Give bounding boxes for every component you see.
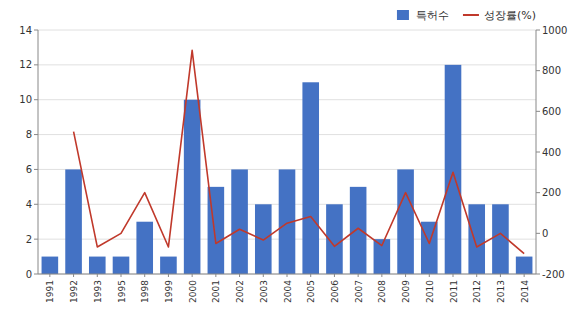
x-tick-label: 2014 — [520, 280, 530, 303]
y2-tick-label: 1000 — [542, 25, 567, 36]
bar — [65, 169, 82, 274]
y2-axis-line — [536, 30, 537, 274]
tick-mark — [34, 99, 38, 100]
x-tick-label: 1999 — [164, 280, 174, 303]
x-axis-line — [38, 274, 536, 275]
x-tick-label: 2004 — [283, 280, 293, 303]
grid-line — [38, 274, 536, 275]
bar — [42, 257, 59, 274]
bar — [445, 65, 462, 274]
tick-mark — [34, 239, 38, 240]
x-tick-label: 1992 — [69, 280, 79, 303]
tick-mark — [536, 233, 540, 234]
x-tick-label: 2010 — [425, 280, 435, 303]
y-tick-label: 0 — [26, 269, 32, 280]
tick-mark — [34, 169, 38, 170]
chart: 0 2 4 6 8 10 12 14 -200 0 200 400 600 800 1000 1991 1992… — [0, 0, 582, 314]
y-tick-label: 14 — [19, 25, 32, 36]
legend-label: 성장률(%) — [484, 9, 536, 22]
bar — [397, 169, 414, 274]
y2-tick-label: 800 — [542, 65, 561, 76]
bar — [350, 187, 367, 274]
plot-area — [42, 50, 533, 274]
y-tick-label: 2 — [26, 234, 32, 245]
y2-tick-label: 200 — [542, 187, 561, 198]
x-tick-label: 1995 — [117, 280, 127, 303]
legend-label: 특허수 — [416, 9, 449, 22]
legend-item: 특허수 — [397, 9, 449, 22]
x-tick-label: 2008 — [377, 280, 387, 303]
legend-swatch — [463, 14, 479, 16]
line — [74, 50, 525, 253]
x-tick-label: 2011 — [449, 280, 459, 303]
y2-tick-label: 600 — [542, 106, 561, 117]
legend: 특허수 성장률(%) — [397, 9, 536, 22]
y2-tick-label: 0 — [542, 228, 548, 239]
x-tick-label: 2009 — [401, 280, 411, 303]
tick-mark — [34, 134, 38, 135]
bar — [136, 222, 153, 274]
y-axis-line — [38, 30, 39, 274]
y-tick-label: 4 — [26, 199, 32, 210]
y-tick-label: 10 — [19, 94, 32, 105]
y-tick-label: 6 — [26, 164, 32, 175]
x-tick-label: 2003 — [259, 280, 269, 303]
x-tick-label: 2002 — [235, 280, 245, 303]
tick-mark — [536, 30, 540, 31]
y-tick-label: 8 — [26, 129, 32, 140]
bar — [113, 257, 130, 274]
tick-mark — [34, 274, 38, 275]
bar — [184, 100, 201, 274]
x-tick-label: 2000 — [188, 280, 198, 303]
x-tick-label: 2001 — [211, 280, 221, 303]
bar — [160, 257, 177, 274]
tick-mark — [34, 30, 38, 31]
tick-mark — [536, 152, 540, 153]
y2-tick-label: -200 — [542, 269, 565, 280]
x-tick-label: 2013 — [496, 280, 506, 303]
tick-mark — [536, 274, 540, 275]
x-tick-label: 2007 — [354, 280, 364, 303]
bar — [468, 204, 485, 274]
bar — [89, 257, 106, 274]
y-tick-label: 12 — [19, 59, 32, 70]
y2-tick-label: 400 — [542, 147, 561, 158]
tick-mark — [536, 111, 540, 112]
x-tick-label: 1998 — [140, 280, 150, 303]
x-tick-label: 2005 — [306, 280, 316, 303]
tick-mark — [536, 192, 540, 193]
x-tick-label: 1993 — [93, 280, 103, 303]
bar — [231, 169, 248, 274]
legend-item: 성장률(%) — [463, 9, 536, 22]
bar — [302, 82, 319, 274]
tick-mark — [34, 204, 38, 205]
x-tick-label: 2006 — [330, 280, 340, 303]
bar — [516, 257, 533, 274]
tick-mark — [34, 64, 38, 65]
x-tick-label: 2012 — [472, 280, 482, 303]
grid-line — [38, 30, 536, 31]
tick-mark — [536, 70, 540, 71]
legend-swatch — [397, 10, 409, 20]
x-tick-label: 1991 — [45, 280, 55, 303]
axes: 0 2 4 6 8 10 12 14 -200 0 200 400 600 800 1000 1991 1992… — [19, 25, 567, 303]
